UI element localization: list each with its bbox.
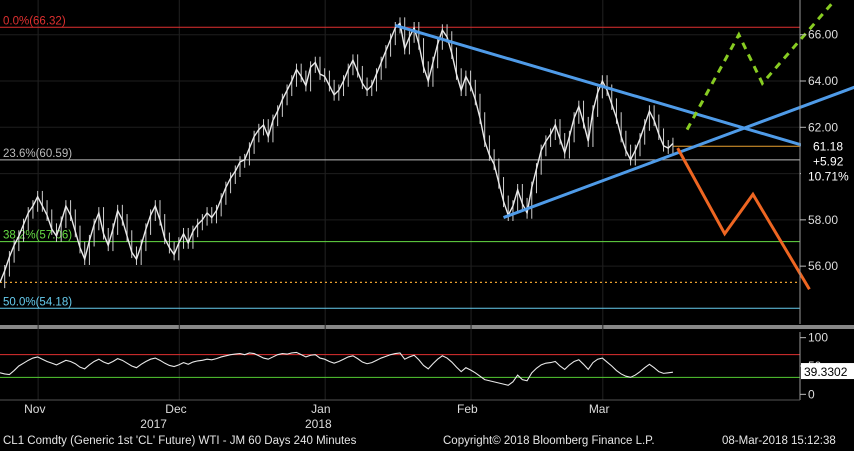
month-label: Nov [24,402,45,416]
last-price-label: 61.18 [813,139,843,153]
fib-level-label: 0.0%(66.32) [3,15,66,27]
price-axis-tick-label: 58.00 [808,213,838,227]
price-axis-tick-label: 66.00 [808,28,838,42]
fib-level-label: 50.0%(54.18) [3,296,72,308]
change-label: +5.92 [813,154,844,168]
rsi-last-label: 39.3302 [804,365,848,379]
fib-level-label: 38.2%(57.06) [3,230,72,242]
price-axis-tick-label: 56.00 [808,259,838,273]
price-line [0,21,674,283]
price-axis-tick-label: 62.00 [808,120,838,134]
lower-trendline [503,85,854,219]
price-axis-tick-label: 64.00 [808,74,838,88]
main-panel-bg [0,0,800,324]
footer-copyright: Copyright© 2018 Bloomberg Finance L.P. [443,435,655,447]
month-label: Feb [457,402,478,416]
year-label: 2017 [140,417,167,431]
change-pct-label: 10.71% [808,169,849,183]
rsi-line [0,351,674,386]
footer: CL1 Comdty (Generic 1st 'CL' Future) WTI… [0,432,854,451]
footer-timestamp: 08-Mar-2018 15:12:38 [722,435,836,447]
upper-trendline [394,24,854,162]
year-label: 2018 [305,417,332,431]
bullish-projection [685,1,835,131]
rsi-axis-tick-label: 100 [808,331,828,345]
rsi-axis-tick-label: 0 [808,387,815,401]
footer-title: CL1 Comdty (Generic 1st 'CL' Future) WTI… [3,435,357,447]
rsi-last-box [801,363,854,380]
bearish-projection [676,147,811,291]
last-price-box [801,138,854,185]
month-label: Jan [311,402,330,416]
month-label: Dec [165,402,186,416]
fib-level-label: 23.6%(60.59) [3,148,72,160]
month-label: Mar [589,402,610,416]
